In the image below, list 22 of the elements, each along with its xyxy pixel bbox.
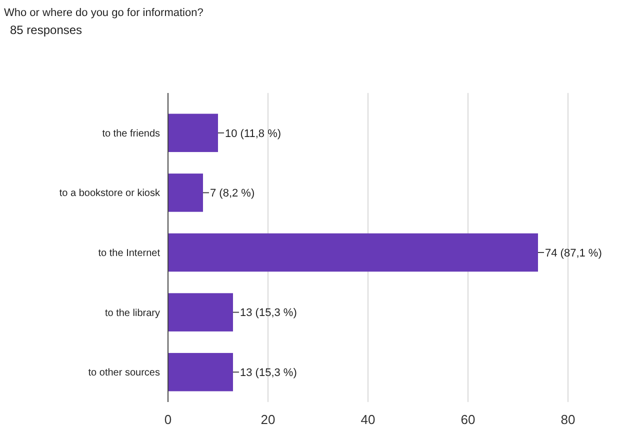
- x-tick-label: 40: [360, 412, 376, 427]
- bar: [168, 174, 203, 212]
- data-label: 10 (11,8 %): [225, 128, 282, 140]
- x-tick-label: 60: [460, 412, 476, 427]
- y-tick-label: to other sources: [88, 368, 160, 379]
- bar: [168, 233, 538, 272]
- y-tick-label: to a bookstore or kiosk: [59, 188, 161, 200]
- y-tick-label: to the friends: [102, 128, 160, 140]
- x-tick-label: 0: [164, 412, 172, 427]
- data-label: 13 (15,3 %): [240, 366, 297, 379]
- y-tick-label: to the library: [104, 308, 160, 319]
- x-tick-label: 80: [560, 412, 576, 427]
- chart-title: Who or where do you go for information?: [4, 7, 204, 19]
- bar: [168, 352, 233, 392]
- y-tick-label: to the Internet: [98, 248, 160, 259]
- x-tick-label: 20: [260, 412, 276, 427]
- data-label: 7 (8,2 %): [210, 188, 255, 200]
- data-label: 13 (15,3 %): [240, 307, 297, 320]
- bar: [168, 293, 233, 332]
- data-label: 74 (87,1 %): [545, 247, 602, 260]
- text: 85 responses: [10, 23, 82, 37]
- bar: [168, 114, 218, 152]
